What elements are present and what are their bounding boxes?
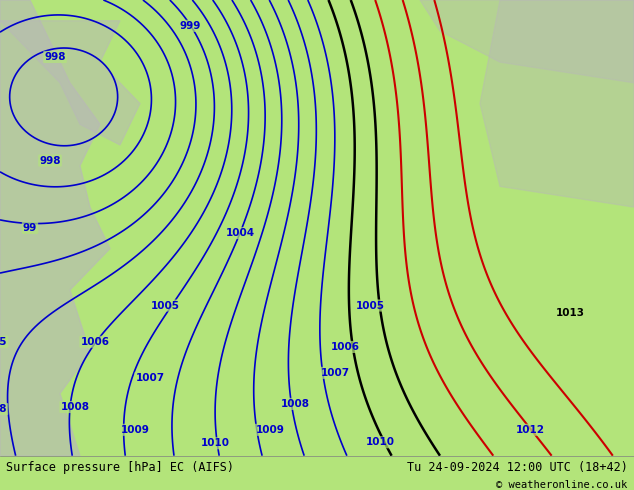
Text: 1010: 1010 [365,437,394,447]
Text: 1012: 1012 [515,425,545,435]
Polygon shape [480,0,634,207]
Polygon shape [0,0,110,456]
Text: 1004: 1004 [226,228,255,238]
Text: 1008: 1008 [280,399,309,409]
Text: 05: 05 [0,337,7,347]
Text: 99: 99 [23,223,37,233]
Text: © weatheronline.co.uk: © weatheronline.co.uk [496,480,628,490]
Text: 998: 998 [44,52,66,62]
Text: 1006: 1006 [330,342,359,352]
Text: 1013: 1013 [555,308,585,318]
Text: 1006: 1006 [81,337,110,347]
Text: 1009: 1009 [256,425,285,435]
Text: Surface pressure [hPa] EC (AIFS): Surface pressure [hPa] EC (AIFS) [6,461,235,474]
Text: 1007: 1007 [320,368,349,378]
Polygon shape [420,0,634,83]
Text: 08: 08 [0,404,7,414]
Text: 1005: 1005 [356,300,384,311]
Text: 1010: 1010 [200,438,230,448]
Text: 1005: 1005 [150,300,179,311]
Polygon shape [0,21,140,145]
Text: 1009: 1009 [120,425,150,435]
Text: 998: 998 [39,155,61,166]
Text: 1007: 1007 [136,373,165,383]
Text: Tu 24-09-2024 12:00 UTC (18+42): Tu 24-09-2024 12:00 UTC (18+42) [407,461,628,474]
Text: 999: 999 [179,21,201,31]
Text: 1008: 1008 [60,402,89,412]
